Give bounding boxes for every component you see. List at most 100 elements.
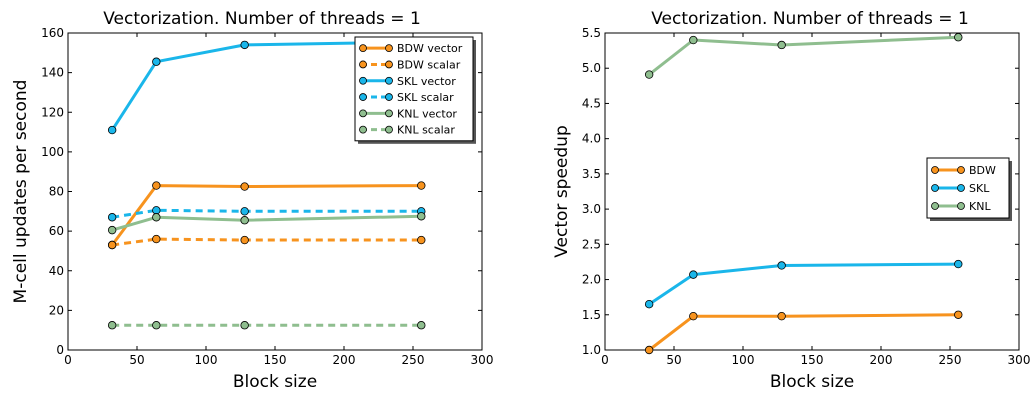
data-point [240,321,249,330]
y-tick-label: 160 [41,26,64,40]
x-tick-label: 100 [732,353,755,367]
y-tick-label: 2.0 [582,273,601,287]
x-tick-label: 200 [333,353,356,367]
y-tick-label: 5.5 [582,26,601,40]
legend-label: SKL [969,182,990,195]
y-tick-label: 140 [41,66,64,80]
legend-swatch-marker [385,76,393,85]
data-point [107,225,117,235]
data-point [689,311,698,321]
x-tick-label: 50 [666,353,681,367]
data-point [689,35,698,45]
legend-label: KNL scalar [397,124,455,137]
data-point [240,207,249,216]
y-tick-label: 1.0 [582,343,601,357]
legend-swatch-marker [359,109,367,118]
legend-label: KNL vector [397,107,457,120]
data-point [777,261,786,270]
y-tick-label: 120 [41,105,64,119]
data-point [107,321,117,330]
data-point [689,270,698,279]
legend-label: BDW [969,164,996,177]
x-tick-label: 0 [64,353,72,367]
legend-swatch-marker [359,76,367,85]
y-tick-label: 100 [41,145,64,159]
x-tick-label: 50 [129,353,144,367]
y-tick-label: 60 [49,224,64,238]
x-tick-label: 0 [601,353,609,367]
series-line-1 [110,184,422,246]
legend-swatch-marker [931,166,939,174]
y-tick-label: 4.5 [582,96,601,110]
y-axis-label: Vector speedup [552,125,572,258]
data-point [152,213,161,222]
legend-label: SKL scalar [397,91,454,104]
data-point [240,40,249,50]
y-tick-label: 40 [49,264,64,278]
y-tick-label: 3.0 [582,202,601,216]
x-axis-label: Block size [770,372,854,392]
series-line-2 [648,262,959,306]
y-tick-label: 20 [49,303,64,317]
legend-swatch-marker [359,60,367,69]
data-point [240,182,249,191]
legend-box [354,36,474,142]
x-tick-label: 100 [195,353,218,367]
data-point [152,57,161,66]
data-point [644,345,654,355]
legend: BDW SKL KNL [926,157,1012,221]
series-group [107,37,426,330]
chart-title: Vectorization. Number of threads = 1 [651,9,969,29]
y-tick-label: 1.5 [582,308,601,322]
data-point [152,181,161,190]
x-tick-label: 300 [1008,353,1030,367]
y-axis-label: M-cell updates per second [11,80,31,304]
series-line-1 [648,313,959,352]
data-point [777,40,786,50]
chart-title: Vectorization. Number of threads = 1 [103,9,421,29]
chart-2: Vectorization. Number of threads = 1 0 50 1… [552,9,1030,392]
legend-swatch-marker [385,93,393,101]
series-line-2 [112,237,422,247]
x-tick-label: 200 [870,353,893,367]
legend-swatch-marker [957,202,965,210]
data-point [152,321,161,330]
x-tick-label: 250 [939,353,962,367]
y-tick-label: 2.5 [582,237,601,251]
x-tick-label: 300 [471,353,494,367]
legend-swatch-marker [385,109,393,118]
y-tick-label: 3.5 [582,167,601,181]
data-point [954,310,963,319]
legend-swatch-marker [385,60,393,69]
legend-swatch-marker [359,44,367,53]
data-point [417,321,426,330]
data-point [954,33,963,42]
legend-swatch-marker [931,202,939,210]
series-line-5 [111,214,422,232]
series-line-4 [111,208,422,219]
legend-label: BDW scalar [397,58,461,71]
data-point [417,212,426,221]
data-point [107,240,117,250]
y-tick-label: 5.0 [582,61,601,75]
x-tick-label: 150 [801,353,824,367]
series-group [644,33,963,355]
data-point [107,213,117,222]
legend-label: SKL vector [397,75,456,88]
data-point [240,216,249,225]
legend-swatch-marker [359,93,367,101]
legend-swatch-marker [385,125,393,134]
y-tick-label: 80 [49,185,64,199]
legend: BDW vector BDW scalar SKL vector SKL scalar… [354,36,476,144]
data-point [644,70,654,79]
x-axis-label: Block size [233,372,317,392]
series-line-3 [110,40,422,131]
legend-label: KNL [969,200,991,213]
x-tick-label: 150 [264,353,287,367]
data-point [777,311,786,321]
data-point [644,300,654,309]
chart-1: Vectorization. Number of threads = 1 0 50 1… [11,9,493,392]
data-point [152,206,161,215]
data-point [152,234,161,244]
